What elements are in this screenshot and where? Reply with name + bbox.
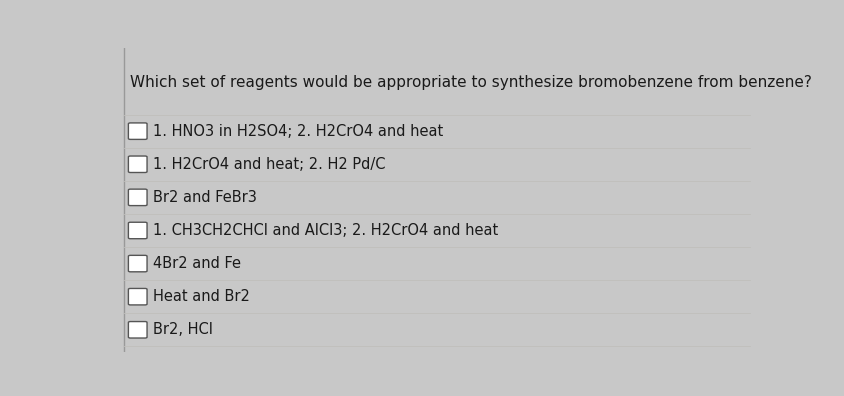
Text: 4Br2 and Fe: 4Br2 and Fe: [153, 256, 241, 271]
FancyBboxPatch shape: [128, 156, 147, 173]
Text: Which set of reagents would be appropriate to synthesize bromobenzene from benze: Which set of reagents would be appropria…: [130, 75, 812, 90]
Text: Heat and Br2: Heat and Br2: [153, 289, 250, 304]
Text: 1. H2CrO4 and heat; 2. H2 Pd/C: 1. H2CrO4 and heat; 2. H2 Pd/C: [153, 157, 386, 172]
FancyBboxPatch shape: [128, 123, 147, 139]
FancyBboxPatch shape: [128, 255, 147, 272]
FancyBboxPatch shape: [128, 288, 147, 305]
FancyBboxPatch shape: [128, 322, 147, 338]
FancyBboxPatch shape: [128, 189, 147, 206]
Text: 1. CH3CH2CHCl and AlCl3; 2. H2CrO4 and heat: 1. CH3CH2CHCl and AlCl3; 2. H2CrO4 and h…: [153, 223, 498, 238]
Text: 1. HNO3 in H2SO4; 2. H2CrO4 and heat: 1. HNO3 in H2SO4; 2. H2CrO4 and heat: [153, 124, 443, 139]
FancyBboxPatch shape: [128, 222, 147, 239]
Text: Br2, HCl: Br2, HCl: [153, 322, 213, 337]
Text: Br2 and FeBr3: Br2 and FeBr3: [153, 190, 257, 205]
